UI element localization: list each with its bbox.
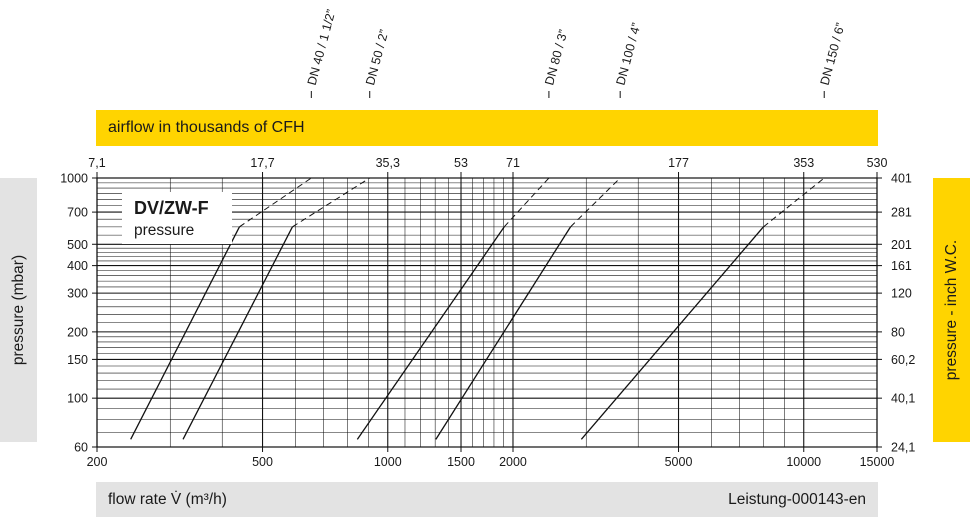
y-tick-label: 400 [67,259,88,273]
right-tick-label: 80 [891,325,905,339]
right-tick-label: 401 [891,172,912,186]
x-tick-label: 1000 [374,455,402,469]
left-axis-band: pressure (mbar) [0,178,37,442]
flow-rate-label: flow rate V̇ (m³/h) [108,491,227,508]
x-tick-label: 5000 [665,455,693,469]
top-tick-label: 177 [668,156,689,170]
y-tick-label: 500 [67,238,88,252]
top-tick-label: 530 [867,156,888,170]
y-tick-label: 200 [67,325,88,339]
series-line-dashed [503,177,550,228]
series-label: DN 40 / 1 1/2” [305,8,339,87]
y-tick-label: 100 [67,392,88,406]
plot-frame [96,177,878,448]
top-tick-label: 7,1 [88,156,105,170]
right-tick-label: 40,1 [891,392,915,406]
right-tick-label: 161 [891,259,912,273]
top-tick-label: 353 [793,156,814,170]
x-tick-label: 200 [87,455,108,469]
series-line-solid [182,226,294,440]
series-label: DN 100 / 4” [614,21,644,86]
airflow-band: airflow in thousands of CFH [96,110,878,146]
series-line-solid [435,226,572,440]
series-line-dashed [570,177,621,228]
y-tick-label: 60 [74,441,88,455]
right-tick-label: 24,1 [891,441,915,455]
series-line-dashed [239,177,312,228]
y-tick-label: 150 [67,353,88,367]
x-tick-label: 1500 [447,455,475,469]
airflow-band-label: airflow in thousands of CFH [108,119,305,136]
grid [96,177,878,448]
series-lines: DN 40 / 1 1/2” DN 50 / 2” DN 80 / 3” DN 100… [130,8,848,440]
x-tick-label: 10000 [786,455,821,469]
right-axis-band: pressure - inch W.C. [933,178,970,442]
y-tick-label: 300 [67,287,88,301]
series-line-dashed [292,177,370,228]
chart-title: DV/ZW-F [134,198,209,218]
y-tick-label: 700 [67,206,88,220]
series-line-solid [580,226,764,440]
x-tick-label: 15000 [860,455,895,469]
chart-subtitle: pressure [134,222,195,239]
series-label: DN 150 / 6” [818,21,848,86]
series-label: DN 50 / 2” [363,28,391,87]
right-tick-label: 120 [891,287,912,301]
top-tick-label: 71 [506,156,520,170]
series-line-dashed [763,177,825,228]
document-code: Leistung-000143-en [728,491,866,508]
right-tick-label: 201 [891,238,912,252]
right-tick-label: 60,2 [891,353,915,367]
series-label: DN 80 / 3” [542,28,570,87]
flow-rate-band: flow rate V̇ (m³/h) Leistung-000143-en [96,482,878,517]
x-tick-label: 500 [252,455,273,469]
right-tick-label: 281 [891,206,912,220]
top-tick-label: 35,3 [376,156,400,170]
series-line-solid [356,226,505,440]
top-tick-label: 17,7 [250,156,274,170]
x-tick-label: 2000 [499,455,527,469]
chart-label-box [122,192,232,244]
top-tick-label: 53 [454,156,468,170]
axis-ticks: 200 500 1000 1500 2000 5000 10000 15000 7,1 17,7 3… [60,156,915,469]
series-line-solid [130,226,241,440]
y-tick-label: 1000 [60,172,88,186]
